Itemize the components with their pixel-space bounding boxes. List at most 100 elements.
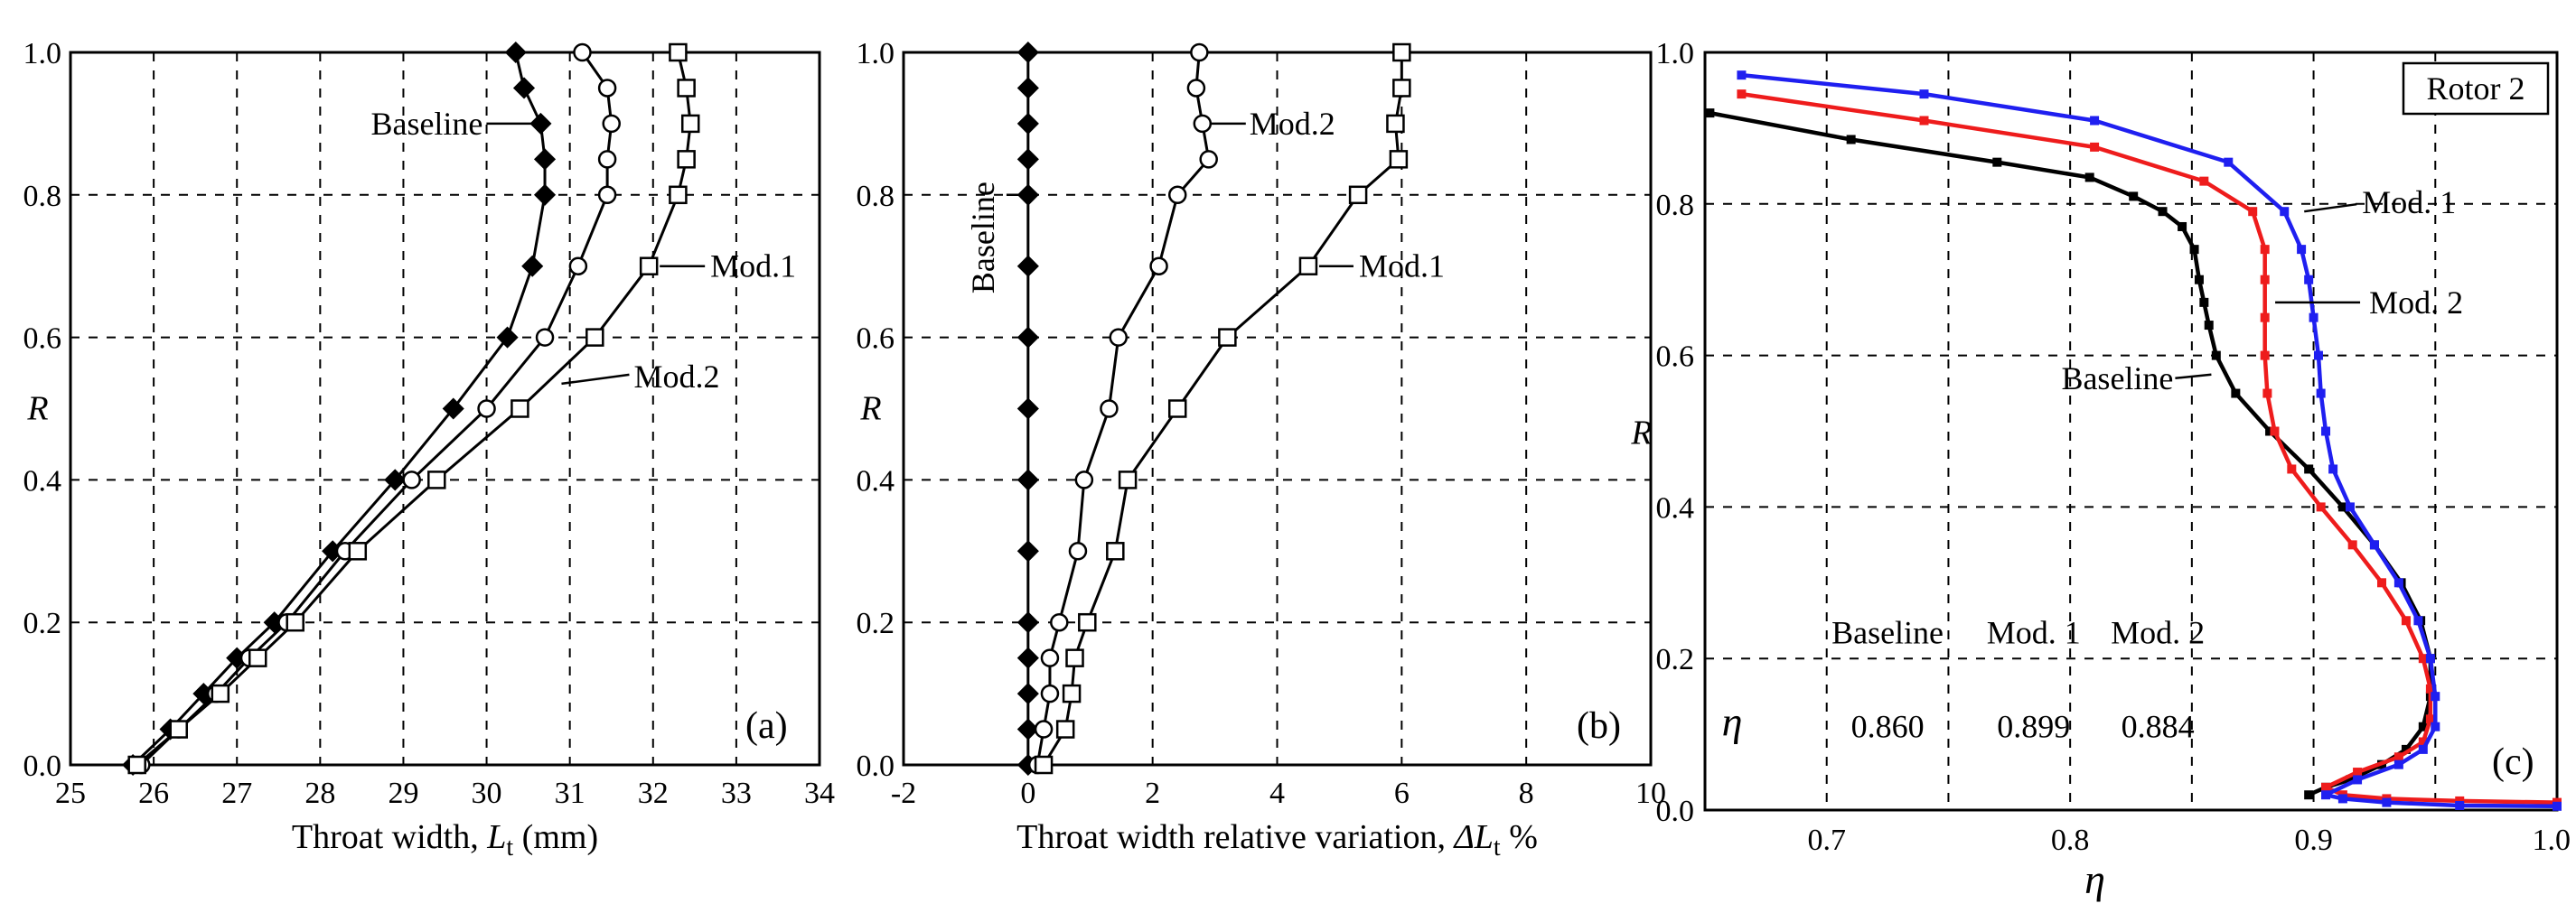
panel-b-xlabel: Throat width relative variation, ΔLt % xyxy=(1016,818,1538,862)
data-point-mod-1 xyxy=(1737,70,1747,80)
data-point-mod-1 xyxy=(677,79,696,98)
data-point-mod-1 xyxy=(2328,464,2338,474)
data-point-baseline xyxy=(2199,297,2209,307)
data-point-mod-1 xyxy=(2382,797,2392,807)
data-point-mod-1 xyxy=(669,185,688,205)
panel-a: 25 26 27 28 29 30 31 32 33 34 0.0 0.2 0.4 0.6 0.8 1.0 Th… xyxy=(23,37,836,862)
panel-a-ytick-label: 0.8 xyxy=(23,180,62,213)
efficiency-column-header: Baseline xyxy=(1831,614,1944,650)
data-point-baseline xyxy=(1992,157,2002,167)
data-point-baseline xyxy=(1016,397,1039,420)
data-point-mod-2 xyxy=(2260,312,2270,322)
annotation-mod1: Mod.1 xyxy=(1359,248,1445,284)
data-point-baseline xyxy=(2401,744,2411,754)
data-point-mod-2 xyxy=(1919,116,1929,126)
data-point-mod-2 xyxy=(1149,256,1168,275)
efficiency-row-label: η xyxy=(1722,699,1743,745)
data-point-mod-1 xyxy=(1106,542,1125,561)
data-point-mod-2 xyxy=(1186,79,1206,98)
data-point-mod-1 xyxy=(2321,790,2331,800)
data-point-mod-1 xyxy=(669,42,688,62)
annotation-leader-line xyxy=(2175,373,2212,380)
data-point-baseline xyxy=(442,397,464,420)
panel-a-ytick-label: 1.0 xyxy=(23,37,62,70)
panel-b-xtick-label: 4 xyxy=(1269,777,1285,810)
panel-c-title: Rotor 2 xyxy=(2426,70,2524,107)
data-point-baseline xyxy=(529,112,552,135)
data-point-mod-1 xyxy=(1386,114,1405,134)
series-line-mod-1 xyxy=(1042,52,1403,766)
data-point-mod-2 xyxy=(2393,752,2403,762)
panel-a-xtick-label: 30 xyxy=(472,777,502,810)
data-point-baseline xyxy=(1705,108,1715,118)
panel-a-xtick-label: 29 xyxy=(388,777,418,810)
panel-b-xtick-label: 0 xyxy=(1020,777,1035,810)
panel-b-xtick-label: 10 xyxy=(1635,777,1666,810)
panel-c-xlabel: η xyxy=(2084,856,2105,902)
panel-a-xtick-label: 27 xyxy=(221,777,252,810)
panel-c-xtick-label: 0.9 xyxy=(2294,824,2333,857)
data-point-baseline xyxy=(2189,245,2199,255)
data-point-baseline xyxy=(1016,326,1039,349)
data-point-mod-2 xyxy=(2418,737,2428,747)
data-point-mod-2 xyxy=(1190,42,1209,62)
panel-c-frame xyxy=(1703,51,2559,812)
data-point-mod-1 xyxy=(1348,185,1368,205)
data-point-mod-2 xyxy=(2418,654,2428,664)
data-point-baseline xyxy=(533,183,557,206)
efficiency-value: 0.899 xyxy=(1997,709,2070,745)
panel-c: 0.7 0.8 0.9 1.0 0.0 0.2 0.4 0.6 0.8 1.0 η R Rotor 2 M… xyxy=(1630,37,2571,902)
panel-a-letter: (a) xyxy=(745,705,788,747)
panel-a-xtick-label: 28 xyxy=(304,777,335,810)
data-point-mod-1 xyxy=(2313,350,2323,360)
data-point-mod-1 xyxy=(2280,207,2290,217)
data-point-mod-1 xyxy=(677,150,696,169)
data-point-mod-1 xyxy=(127,755,146,775)
panel-c-title-box xyxy=(2402,61,2550,116)
panel-c-ytick-label: 0.6 xyxy=(1656,340,1695,374)
data-point-mod-1 xyxy=(1118,470,1138,489)
data-point-mod-2 xyxy=(2321,782,2331,792)
data-point-mod-1 xyxy=(1392,42,1411,62)
data-point-mod-1 xyxy=(1034,755,1054,775)
data-point-baseline xyxy=(2231,388,2241,398)
panel-c-xtick-label: 0.8 xyxy=(2051,824,2090,857)
panel-a-xtick-label: 33 xyxy=(721,777,752,810)
data-point-mod-1 xyxy=(2353,775,2363,785)
data-point-mod-1 xyxy=(2455,800,2465,810)
panel-b-ylabel: R xyxy=(859,390,881,428)
data-point-baseline xyxy=(1016,469,1039,491)
data-point-mod-1 xyxy=(348,542,368,561)
panel-a-xtick-label: 34 xyxy=(804,777,835,810)
data-point-mod-2 xyxy=(1074,470,1094,489)
panel-b-ytick-label: 0.2 xyxy=(857,607,895,640)
data-point-baseline xyxy=(1016,647,1039,669)
panel-b-ytick-label: 0.6 xyxy=(857,322,895,356)
data-point-baseline xyxy=(1016,540,1039,563)
data-point-mod-1 xyxy=(2304,275,2314,284)
panel-b-frame xyxy=(902,51,1653,767)
data-point-mod-1 xyxy=(1392,79,1411,98)
data-point-mod-2 xyxy=(2425,714,2435,724)
data-point-mod-2 xyxy=(1193,114,1213,134)
data-point-baseline xyxy=(2084,172,2094,182)
panel-b-ytick-label: 0.4 xyxy=(857,464,895,498)
panel-b-ytick-label: 1.0 xyxy=(857,37,895,70)
data-point-mod-1 xyxy=(639,256,659,275)
data-point-mod-1 xyxy=(2425,654,2435,664)
panel-a-ylabel: R xyxy=(26,390,48,428)
data-point-baseline xyxy=(1016,77,1039,99)
data-point-mod-2 xyxy=(2248,207,2258,217)
data-point-mod-1 xyxy=(286,612,304,632)
data-point-mod-1 xyxy=(2224,157,2234,167)
data-point-mod-1 xyxy=(1298,256,1318,275)
data-point-mod-2 xyxy=(2199,176,2209,186)
data-point-mod-2 xyxy=(1737,89,1747,99)
data-point-mod-2 xyxy=(568,256,588,275)
data-point-mod-1 xyxy=(1919,89,1929,99)
data-point-baseline xyxy=(2129,191,2139,201)
panel-b-letter: (b) xyxy=(1577,705,1621,747)
data-point-baseline xyxy=(2304,464,2314,474)
data-point-mod-2 xyxy=(573,42,592,62)
annotation-mod1: Mod.1 xyxy=(710,248,796,284)
